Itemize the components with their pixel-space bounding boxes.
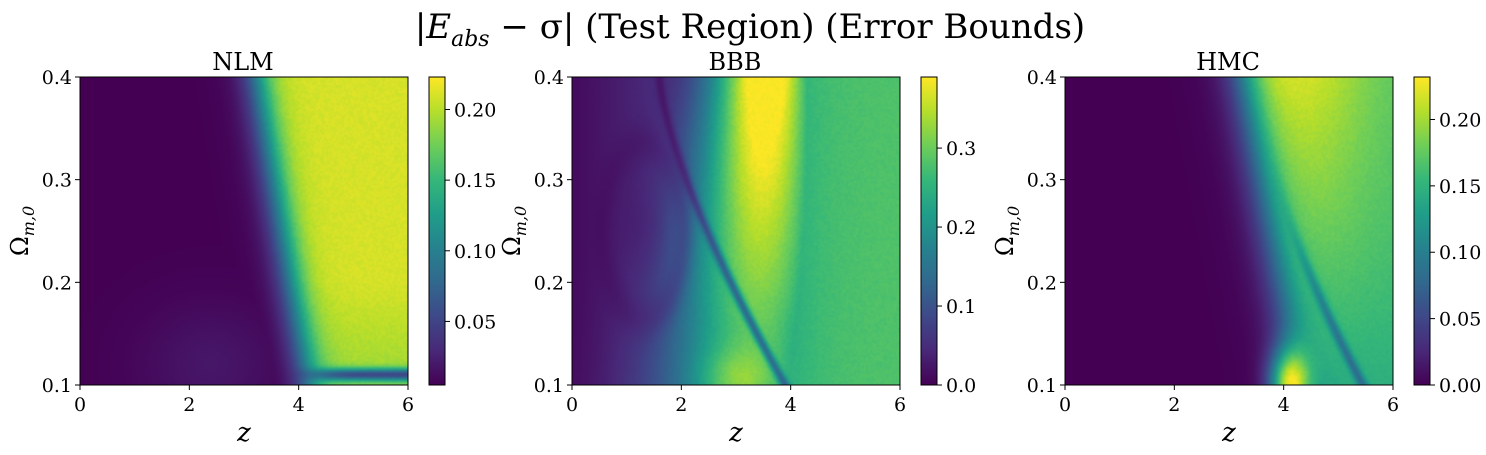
colorbar-tick-label: 0.3 xyxy=(946,138,976,160)
x-tick-label: 2 xyxy=(183,394,195,416)
axes-frame xyxy=(1064,76,1394,386)
x-tick-label: 0 xyxy=(1059,394,1071,416)
colorbar-tick-label: 0.20 xyxy=(454,99,496,121)
colorbar-tick-label: 0.05 xyxy=(454,311,496,333)
axes-frame xyxy=(79,76,409,386)
colorbar-tick-label: 0.10 xyxy=(454,241,496,263)
x-tick-label: 6 xyxy=(1387,394,1399,416)
y-tick-label: 0.3 xyxy=(534,170,564,192)
colorbar-tick-label: 0.10 xyxy=(1439,242,1481,264)
y-tick-label: 0.2 xyxy=(534,272,564,294)
x-tick-label: 4 xyxy=(785,394,797,416)
panel-title: NLM xyxy=(212,48,274,76)
colorbar-tick-label: 0.1 xyxy=(946,296,976,318)
x-axis-label: z xyxy=(728,418,743,448)
colorbar-tick-label: 0.0 xyxy=(946,375,976,397)
colorbar xyxy=(1413,76,1431,386)
x-tick-label: 0 xyxy=(74,394,86,416)
panel-nlm: NLM 0 2 4 6 0.1 0.2 0.3 0.4 z Ωm,0 0.05 0.10 0.15 0.2… xyxy=(6,48,496,448)
colorbar-tick-label: 0.15 xyxy=(454,170,496,192)
y-tick-label: 0.2 xyxy=(42,272,72,294)
panel-title: BBB xyxy=(709,48,762,76)
heatmap-image xyxy=(80,77,408,385)
x-tick-label: 4 xyxy=(1278,394,1290,416)
title-rest: − σ| (Test Region) (Error Bounds) xyxy=(490,7,1086,47)
x-tick-label: 6 xyxy=(894,394,906,416)
panel-title: HMC xyxy=(1196,48,1260,76)
x-tick-label: 0 xyxy=(566,394,578,416)
y-axis-label: Ωm,0 xyxy=(6,206,38,256)
y-axis-label: Ωm,0 xyxy=(991,206,1023,256)
colorbar-tick-label: 0.2 xyxy=(946,217,976,239)
heatmap-image xyxy=(572,77,900,385)
y-tick-label: 0.4 xyxy=(534,67,564,89)
y-tick-label: 0.1 xyxy=(42,375,72,397)
figure-title: |Eabs − σ| (Test Region) (Error Bounds) xyxy=(415,7,1085,52)
x-axis-label: z xyxy=(236,418,251,448)
y-tick-label: 0.3 xyxy=(42,170,72,192)
panel-bbb: BBB 0 2 4 6 0.1 0.2 0.3 0.4 z Ωm,0 0.0 0.1 0.2 0.3 xyxy=(498,48,976,448)
y-tick-label: 0.2 xyxy=(1027,272,1057,294)
y-tick-label: 0.1 xyxy=(1027,375,1057,397)
colorbar-tick-label: 0.05 xyxy=(1439,309,1481,331)
title-main: |E xyxy=(415,7,451,47)
colorbar-tick-label: 0.20 xyxy=(1439,109,1481,131)
heatmap-image xyxy=(1065,77,1393,385)
y-tick-label: 0.3 xyxy=(1027,170,1057,192)
x-tick-label: 6 xyxy=(402,394,414,416)
x-tick-label: 2 xyxy=(675,394,687,416)
y-tick-label: 0.1 xyxy=(534,375,564,397)
title-subscript: abs xyxy=(451,27,490,52)
x-tick-label: 2 xyxy=(1168,394,1180,416)
y-tick-label: 0.4 xyxy=(42,67,72,89)
y-tick-label: 0.4 xyxy=(1027,67,1057,89)
colorbar xyxy=(920,76,938,386)
colorbar xyxy=(428,76,446,386)
panel-hmc: HMC 0 2 4 6 0.1 0.2 0.3 0.4 z Ωm,0 0.00 0.05 0.10 0.1… xyxy=(991,48,1481,448)
x-axis-label: z xyxy=(1221,418,1236,448)
x-tick-label: 4 xyxy=(293,394,305,416)
colorbar-tick-label: 0.15 xyxy=(1439,176,1481,198)
colorbar-tick-label: 0.00 xyxy=(1439,375,1481,397)
axes-frame xyxy=(571,76,901,386)
y-axis-label: Ωm,0 xyxy=(498,206,530,256)
